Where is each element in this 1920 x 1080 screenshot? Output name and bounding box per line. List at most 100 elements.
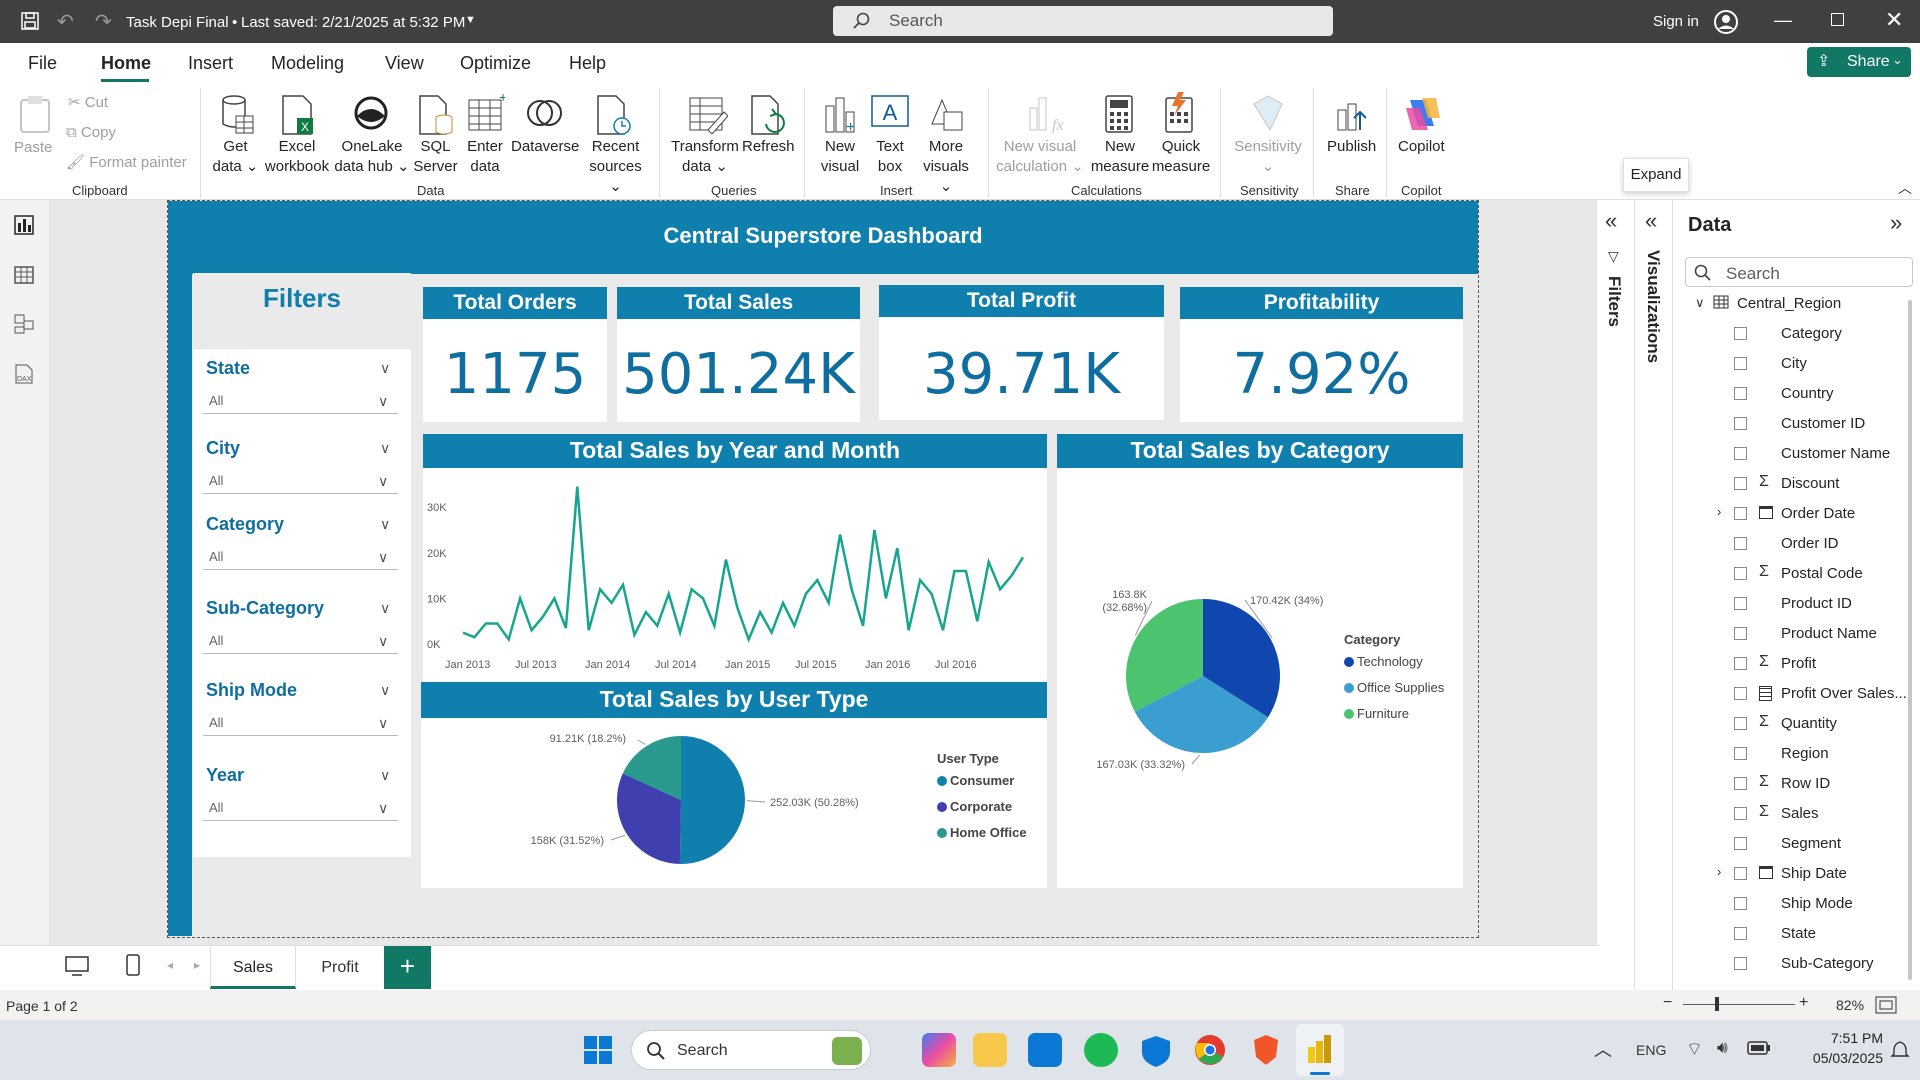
filters-pane-label[interactable]: Filters <box>1605 276 1624 328</box>
prev-page-icon[interactable]: ◂ <box>167 958 174 972</box>
data-search-input[interactable]: Search <box>1685 257 1913 287</box>
new-measure-button[interactable]: New measure <box>1090 138 1150 175</box>
zoom-slider[interactable] <box>1683 1004 1795 1005</box>
publish-button[interactable]: Publish <box>1327 138 1377 155</box>
new-visual-calculation-button[interactable]: New visual calculation ⌄ <box>996 138 1084 175</box>
copilot-taskbar-icon[interactable] <box>922 1033 956 1067</box>
expand-visualizations-icon[interactable]: « <box>1645 208 1658 233</box>
recent-sources-button[interactable]: Recent sources ⌄ <box>589 138 642 195</box>
defender-icon[interactable] <box>1140 1034 1172 1068</box>
table-name[interactable]: Central_Region <box>1737 295 1842 312</box>
enter-data-button[interactable]: Enter data <box>467 138 503 175</box>
collapse-ribbon-icon[interactable]: ︿ <box>1898 180 1912 196</box>
slicer-dropdown[interactable]: All ∨ <box>203 795 398 821</box>
chevron-right-icon[interactable]: › <box>1717 504 1722 519</box>
format-painter-button[interactable]: 🖌 Format painter <box>66 154 187 171</box>
field-checkbox[interactable] <box>1734 387 1747 400</box>
field-name[interactable]: Ship Mode <box>1781 895 1853 912</box>
brave-icon[interactable] <box>1251 1033 1281 1067</box>
maximize-icon[interactable] <box>1831 13 1844 26</box>
clock-date[interactable]: 05/03/2025 <box>1812 1050 1883 1066</box>
share-button[interactable]: ⇪ Share ⌄ <box>1807 47 1911 77</box>
field-checkbox[interactable] <box>1734 537 1747 550</box>
table-view-icon[interactable] <box>13 264 35 286</box>
add-page-button[interactable]: + <box>384 946 431 989</box>
chevron-down-icon[interactable]: ∨ <box>380 682 391 698</box>
category-pie-chart[interactable]: 170.42K (34%) 167.03K (33.32%) 163.8K(32.6… <box>1057 468 1463 888</box>
transform-data-button[interactable]: Transform data ⌄ <box>671 138 739 175</box>
field-checkbox[interactable] <box>1734 897 1747 910</box>
fit-to-page-icon[interactable] <box>1875 996 1897 1014</box>
sql-server-button[interactable]: SQL Server <box>413 138 458 175</box>
sign-in-link[interactable]: Sign in <box>1653 13 1699 30</box>
input-language[interactable]: ENG <box>1636 1042 1667 1058</box>
tab-profit[interactable]: Profit <box>297 946 383 989</box>
field-checkbox[interactable] <box>1734 417 1747 430</box>
powerbi-taskbar-button[interactable] <box>1296 1024 1344 1076</box>
menu-insert[interactable]: Insert <box>188 53 234 73</box>
save-icon[interactable] <box>20 11 40 31</box>
field-name[interactable]: Profit <box>1781 655 1817 672</box>
field-name[interactable]: Sales <box>1781 805 1819 822</box>
field-checkbox[interactable] <box>1734 837 1747 850</box>
field-name[interactable]: Ship Date <box>1781 865 1847 882</box>
undo-icon[interactable]: ↶ <box>57 11 74 33</box>
field-name[interactable]: Row ID <box>1781 775 1831 792</box>
field-name[interactable]: Order Date <box>1781 505 1856 522</box>
dax-query-view-icon[interactable]: DAX <box>13 363 35 385</box>
taskbar-search[interactable]: Search <box>631 1030 871 1070</box>
field-name[interactable]: Category <box>1781 325 1842 342</box>
field-name[interactable]: City <box>1781 355 1807 372</box>
new-visual-button[interactable]: New visual <box>820 138 860 175</box>
field-checkbox[interactable] <box>1734 657 1747 670</box>
filters-pane-collapsed[interactable] <box>1596 200 1634 945</box>
field-checkbox[interactable] <box>1734 687 1747 700</box>
copy-button[interactable]: ⧉ Copy <box>66 124 116 141</box>
mobile-layout-icon[interactable] <box>125 953 141 977</box>
clock-time[interactable]: 7:51 PM <box>1830 1030 1883 1046</box>
expand-filters-icon[interactable]: « <box>1605 208 1618 233</box>
field-name[interactable]: Segment <box>1781 835 1842 852</box>
field-checkbox[interactable] <box>1734 597 1747 610</box>
field-name[interactable]: Customer ID <box>1781 415 1866 432</box>
field-checkbox[interactable] <box>1734 867 1747 880</box>
menu-help[interactable]: Help <box>569 53 607 73</box>
zoom-in-icon[interactable]: + <box>1799 994 1809 1011</box>
collapse-data-pane-icon[interactable]: » <box>1890 210 1903 235</box>
field-checkbox[interactable] <box>1734 627 1747 640</box>
quick-measure-button[interactable]: Quick measure <box>1151 138 1211 175</box>
next-page-icon[interactable]: ▸ <box>194 958 201 972</box>
field-checkbox[interactable] <box>1734 507 1747 520</box>
field-name[interactable]: Discount <box>1781 475 1840 492</box>
slicer-dropdown[interactable]: All ∨ <box>203 628 398 654</box>
windows-start-icon[interactable] <box>583 1035 613 1065</box>
field-checkbox[interactable] <box>1734 927 1747 940</box>
chevron-down-icon[interactable]: ∨ <box>380 600 391 616</box>
more-visuals-button[interactable]: More visuals ⌄ <box>923 138 969 195</box>
field-name[interactable]: Product ID <box>1781 595 1852 612</box>
user-type-pie-chart[interactable]: 252.03K (50.28%) 158K (31.52%) 91.21K (18.… <box>421 718 1047 888</box>
refresh-button[interactable]: Refresh <box>742 138 795 155</box>
field-name[interactable]: Order ID <box>1781 535 1839 552</box>
spotify-icon[interactable] <box>1084 1033 1118 1067</box>
zoom-out-icon[interactable]: − <box>1663 994 1673 1011</box>
wifi-icon[interactable]: ⌔ <box>1686 1039 1703 1059</box>
field-checkbox[interactable] <box>1734 327 1747 340</box>
field-name[interactable]: Country <box>1781 385 1834 402</box>
field-name[interactable]: State <box>1781 925 1817 942</box>
field-name[interactable]: Postal Code <box>1781 565 1863 582</box>
tab-sales[interactable]: Sales <box>210 946 296 989</box>
battery-icon[interactable] <box>1747 1041 1771 1055</box>
slicer-dropdown[interactable]: All ∨ <box>203 468 398 494</box>
text-box-button[interactable]: Text box <box>876 138 904 175</box>
redo-icon[interactable]: ↷ <box>95 11 112 33</box>
field-checkbox[interactable] <box>1734 477 1747 490</box>
field-name[interactable]: Profit Over Sales... <box>1781 685 1907 702</box>
chevron-down-icon[interactable]: ∨ <box>380 440 391 456</box>
search-box[interactable]: Search <box>833 6 1333 36</box>
sensitivity-button[interactable]: Sensitivity ⌄ <box>1234 138 1302 175</box>
desktop-layout-icon[interactable] <box>64 955 90 977</box>
field-checkbox[interactable] <box>1734 747 1747 760</box>
menu-home[interactable]: Home <box>101 53 152 73</box>
chevron-right-icon[interactable]: › <box>1717 864 1722 879</box>
